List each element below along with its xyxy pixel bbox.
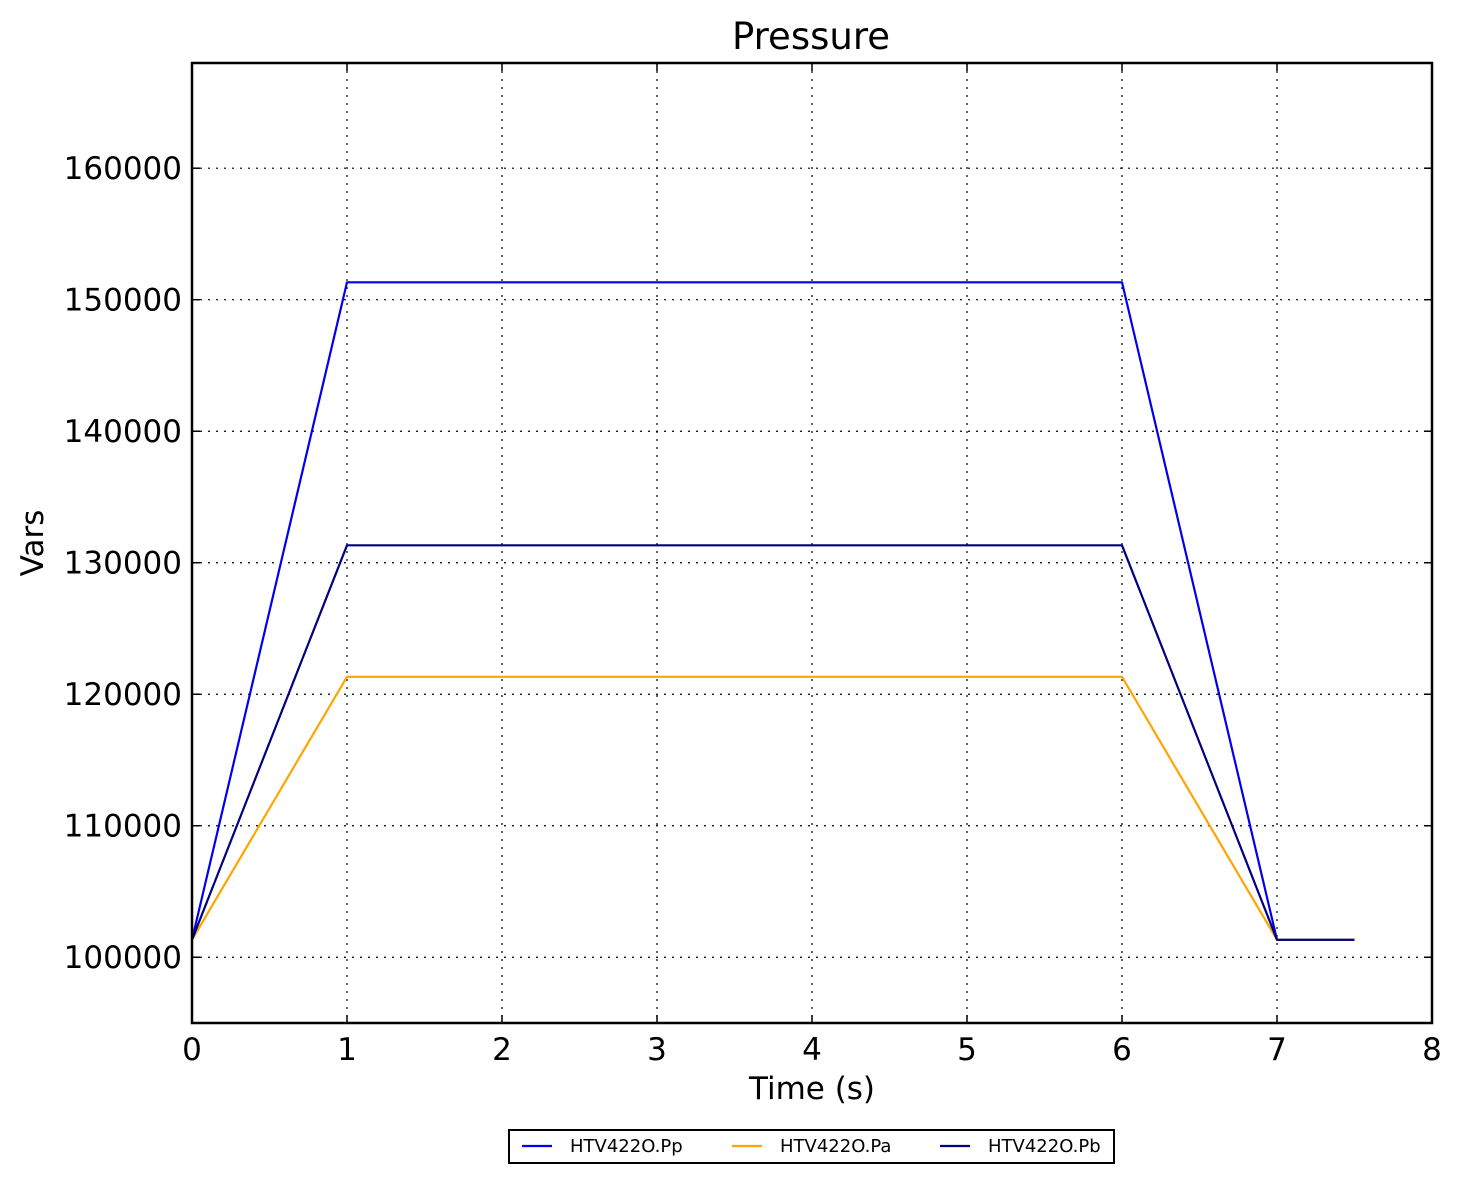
y-tick-label: 140000 [64, 414, 182, 450]
x-tick-label: 8 [1422, 1032, 1442, 1068]
y-tick-label: 110000 [64, 809, 182, 845]
series-line-2 [191, 675, 1355, 941]
x-tick-label: 3 [647, 1032, 667, 1068]
x-tick-label: 0 [182, 1032, 202, 1068]
legend-label: HTV422O.Pp [570, 1136, 683, 1157]
y-tick-label: 120000 [64, 677, 182, 713]
grid [192, 63, 1432, 1023]
legend-label: HTV422O.Pb [988, 1136, 1101, 1157]
ticks [191, 63, 1433, 1023]
legend: HTV422O.Pp HTV422O.Pa HTV422O.Pb [508, 1129, 1115, 1164]
x-tick-label: 1 [337, 1032, 357, 1068]
x-tick-labels: 0 1 2 3 4 5 6 7 8 [182, 1032, 1442, 1068]
x-tick-label: 7 [1267, 1032, 1287, 1068]
y-tick-label: 130000 [64, 546, 182, 582]
series-line-3 [190, 544, 1355, 941]
series-line-1 [190, 281, 1355, 941]
series-layer [190, 281, 1355, 941]
y-tick-label: 160000 [64, 151, 182, 187]
legend-label: HTV422O.Pa [780, 1136, 891, 1157]
y-tick-label: 150000 [64, 283, 182, 319]
y-axis-label: Vars [15, 510, 51, 577]
x-tick-label: 2 [492, 1032, 512, 1068]
x-tick-label: 4 [802, 1032, 822, 1068]
x-tick-label: 6 [1112, 1032, 1132, 1068]
legend-box [508, 1129, 1115, 1164]
chart-title: Pressure [732, 15, 890, 58]
y-tick-labels: 100000 110000 120000 130000 140000 150000 1600… [64, 151, 182, 976]
x-axis-label: Time (s) [748, 1071, 875, 1107]
x-tick-label: 5 [957, 1032, 977, 1068]
y-tick-label: 100000 [64, 940, 182, 976]
